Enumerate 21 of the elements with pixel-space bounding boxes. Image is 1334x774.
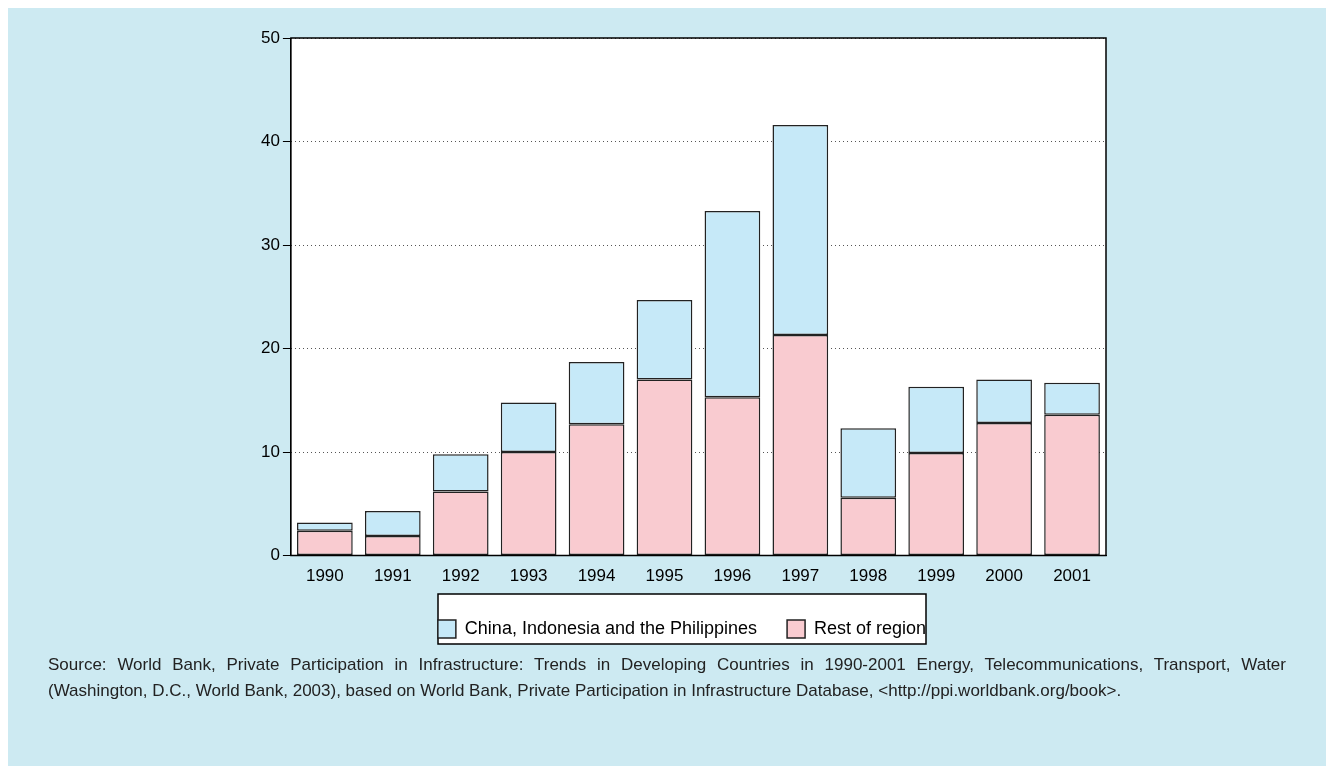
- y-tick-label: 0: [270, 545, 280, 565]
- y-tick-label: 40: [260, 131, 280, 151]
- x-tick-label: 1998: [849, 566, 888, 586]
- legend-label: China, Indonesia and the Philippines: [464, 617, 758, 638]
- x-tick-label: 2000: [985, 566, 1024, 586]
- x-tick-label: 1994: [577, 566, 616, 586]
- x-tick-label: 1992: [441, 566, 480, 586]
- y-tick-label: 10: [260, 441, 280, 461]
- x-tick-label: 1991: [373, 566, 412, 586]
- x-tick-label: 1995: [645, 566, 684, 586]
- x-tick-label: 1999: [917, 566, 956, 586]
- x-tick-label: 1996: [713, 566, 752, 586]
- x-tick-label: 1990: [305, 566, 344, 586]
- y-tick-label: 30: [260, 234, 280, 254]
- x-tick-label: 1993: [509, 566, 548, 586]
- x-tick-label: 2001: [1053, 566, 1091, 586]
- source-note: Source: World Bank, Private Participation in Infrastructure: Trends in Developing Countries in 1990-2001 Energy, Telecommunications, Transport, Water (Washington, D.C., World Bank, 2003), based on World Bank, Private Participation in Infrastructure Database, <http://ppi.worldbank.org/book>.: [47, 654, 1287, 702]
- legend-label: Rest of region: [814, 617, 927, 638]
- y-tick-label: 20: [260, 338, 280, 358]
- y-tick-label: 50: [260, 27, 280, 47]
- x-tick-label: 1997: [781, 566, 820, 586]
